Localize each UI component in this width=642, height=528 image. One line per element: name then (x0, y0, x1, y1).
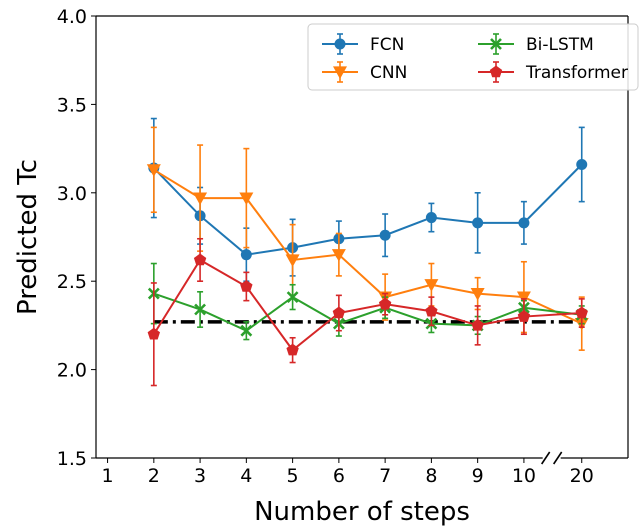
x-tick-label: 6 (333, 465, 345, 487)
data-point (193, 192, 208, 206)
data-point (146, 164, 161, 177)
legend-label: Transformer (525, 63, 628, 83)
data-point (471, 318, 484, 331)
y-tick-label: 3.5 (57, 94, 87, 116)
x-tick-label: 4 (240, 465, 252, 487)
data-point (472, 217, 484, 229)
data-point (286, 291, 299, 304)
axis-break-mark (553, 451, 563, 465)
data-point (379, 229, 391, 241)
data-point (425, 304, 438, 317)
series-fcn (148, 117, 588, 283)
axes-layer: 1 2 3 4 5 6 7 8 9 10 20 1.5 2.0 2.5 3.0 3.5 4.0 Number of… (13, 6, 629, 527)
y-tick-label: 3.0 (57, 183, 87, 205)
x-axis-label: Number of steps (254, 497, 470, 527)
series-line (153, 292, 582, 332)
data-point (239, 192, 254, 206)
data-point (576, 159, 588, 171)
legend-label: FCN (370, 35, 404, 55)
legend-item: Bi-LSTM (478, 33, 594, 55)
data-point (378, 297, 392, 310)
x-tick-label: 5 (287, 465, 299, 487)
y-axis-label: Predicted Tc (13, 159, 43, 315)
data-point (193, 253, 207, 266)
legend-item: FCN (322, 33, 404, 55)
series-cnn (146, 126, 589, 351)
data-point (285, 254, 300, 267)
legend-marker (333, 66, 347, 79)
y-tick-label: 4.0 (57, 6, 87, 28)
data-point (240, 249, 252, 261)
axis-break-gap (542, 455, 561, 461)
legend-marker (490, 38, 502, 50)
x-tick-label: 2 (148, 465, 160, 487)
x-tick-label: 1 (102, 465, 114, 487)
data-point (516, 291, 531, 305)
data-point (425, 212, 437, 224)
x-tick-label: 20 (570, 465, 594, 487)
y-tick-label: 2.0 (57, 360, 87, 382)
axis-break-mark (541, 451, 551, 465)
x-tick-label: 7 (379, 465, 391, 487)
y-tick-label: 1.5 (57, 448, 87, 470)
series-transformer (147, 237, 588, 387)
x-tick-label: 9 (472, 465, 484, 487)
legend-item: CNN (322, 61, 407, 83)
data-point (517, 310, 531, 322)
data-point (286, 343, 299, 356)
x-tick-label: 8 (425, 465, 437, 487)
series-line (153, 163, 583, 256)
legend-item: Transformer (478, 61, 628, 83)
legend-marker (489, 65, 503, 78)
data-point (332, 306, 346, 319)
series-bi-lstm (147, 262, 588, 341)
legend-marker (334, 38, 346, 50)
x-tick-label: 10 (512, 465, 536, 487)
legend-label: CNN (370, 63, 407, 83)
data-point (424, 279, 439, 292)
data-point (518, 217, 530, 229)
data-point (194, 303, 207, 316)
data-point (575, 306, 588, 319)
data-point (147, 327, 161, 340)
legend-box (307, 23, 639, 91)
legend: FCN CNN Bi-LSTM Transformer (307, 23, 639, 91)
data-point (240, 324, 253, 337)
series-layer (146, 117, 589, 387)
y-tick-label: 2.5 (57, 271, 87, 293)
data-point (470, 287, 485, 301)
legend-label: Bi-LSTM (526, 35, 594, 55)
series-line (153, 168, 583, 325)
data-point (240, 280, 253, 292)
data-point (331, 249, 346, 262)
series-line (152, 258, 582, 352)
x-tick-label: 3 (194, 465, 206, 487)
